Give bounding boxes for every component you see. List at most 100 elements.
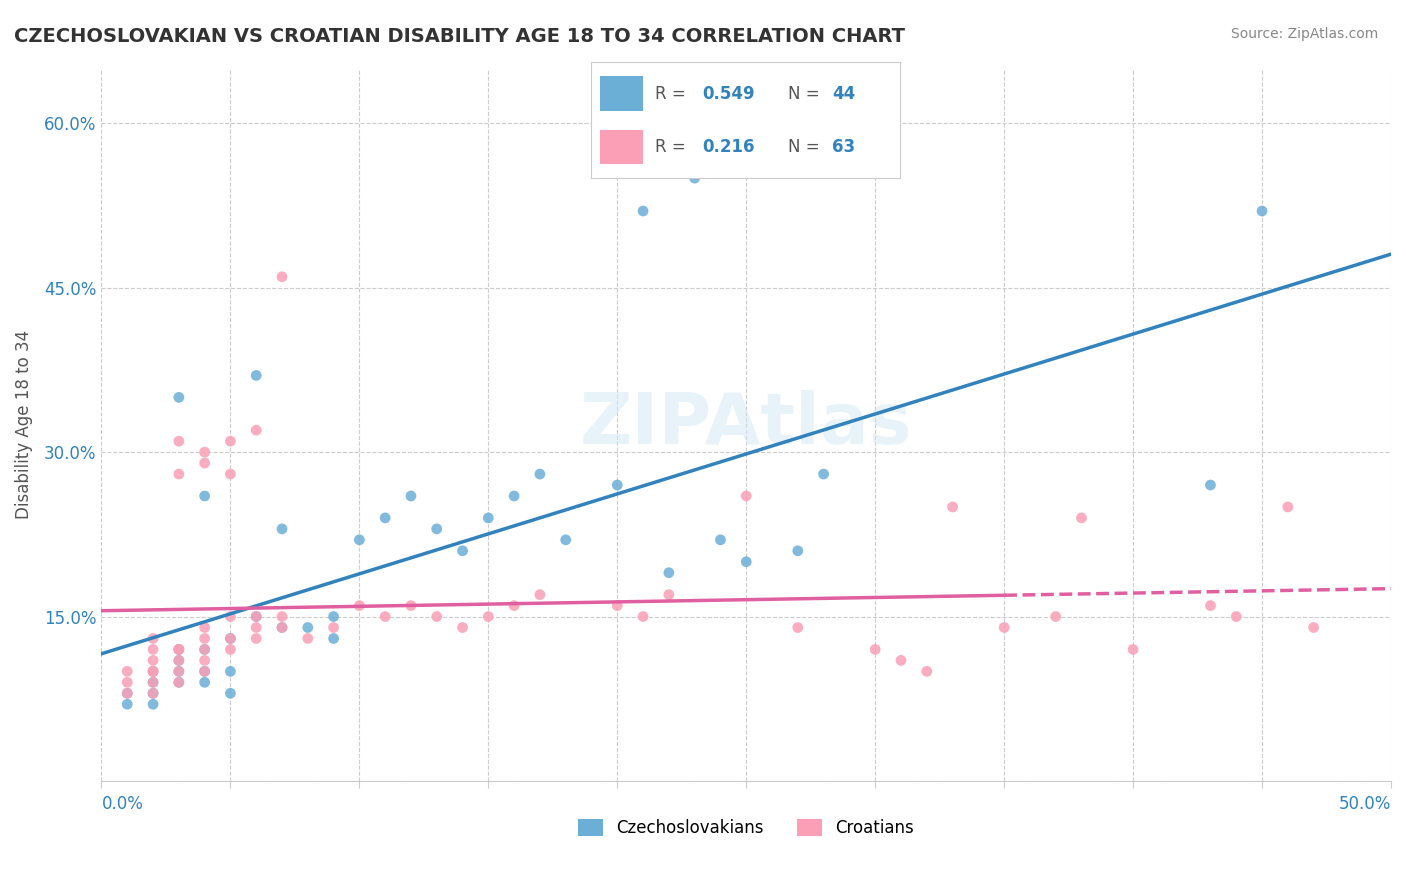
Point bbox=[426, 609, 449, 624]
Point bbox=[631, 609, 654, 624]
Point bbox=[709, 533, 731, 547]
Point bbox=[735, 489, 758, 503]
Point bbox=[219, 665, 242, 679]
Point bbox=[658, 566, 681, 580]
Text: CZECHOSLOVAKIAN VS CROATIAN DISABILITY AGE 18 TO 34 CORRELATION CHART: CZECHOSLOVAKIAN VS CROATIAN DISABILITY A… bbox=[14, 27, 905, 45]
Text: 44: 44 bbox=[832, 85, 855, 103]
Point bbox=[142, 642, 165, 657]
Point bbox=[915, 665, 938, 679]
Text: Source: ZipAtlas.com: Source: ZipAtlas.com bbox=[1230, 27, 1378, 41]
Point bbox=[167, 665, 190, 679]
Point bbox=[219, 686, 242, 700]
Point bbox=[142, 675, 165, 690]
Point bbox=[194, 620, 217, 634]
Point bbox=[194, 642, 217, 657]
Point bbox=[322, 620, 344, 634]
Point bbox=[245, 423, 267, 437]
Point bbox=[167, 675, 190, 690]
Point bbox=[194, 675, 217, 690]
Point bbox=[245, 632, 267, 646]
Point bbox=[219, 609, 242, 624]
Point bbox=[194, 489, 217, 503]
Point bbox=[219, 434, 242, 449]
Point bbox=[890, 653, 912, 667]
Point bbox=[993, 620, 1015, 634]
Point bbox=[1302, 620, 1324, 634]
Point bbox=[219, 467, 242, 481]
Point bbox=[271, 620, 294, 634]
FancyBboxPatch shape bbox=[600, 129, 643, 164]
Point bbox=[297, 620, 319, 634]
Point bbox=[1122, 642, 1144, 657]
Point bbox=[941, 500, 963, 514]
Point bbox=[245, 620, 267, 634]
Text: 0.549: 0.549 bbox=[702, 85, 755, 103]
Point bbox=[142, 698, 165, 712]
Point bbox=[194, 445, 217, 459]
Point bbox=[271, 522, 294, 536]
Point bbox=[529, 588, 551, 602]
Text: R =: R = bbox=[655, 138, 686, 156]
Point bbox=[1199, 478, 1222, 492]
Point bbox=[219, 642, 242, 657]
Point bbox=[194, 456, 217, 470]
Point bbox=[503, 599, 526, 613]
Point bbox=[194, 632, 217, 646]
Point bbox=[167, 642, 190, 657]
Point bbox=[1045, 609, 1067, 624]
Point bbox=[142, 665, 165, 679]
Point bbox=[142, 675, 165, 690]
Point bbox=[219, 632, 242, 646]
Point bbox=[349, 533, 371, 547]
Point bbox=[1225, 609, 1247, 624]
Point bbox=[374, 511, 396, 525]
Point bbox=[786, 620, 808, 634]
Text: 50.0%: 50.0% bbox=[1339, 796, 1391, 814]
Text: 0.216: 0.216 bbox=[702, 138, 755, 156]
Text: 63: 63 bbox=[832, 138, 855, 156]
Point bbox=[142, 665, 165, 679]
Point bbox=[683, 171, 706, 186]
Point bbox=[117, 686, 139, 700]
Point bbox=[786, 543, 808, 558]
Point bbox=[658, 588, 681, 602]
Point bbox=[245, 368, 267, 383]
Point bbox=[167, 653, 190, 667]
Point bbox=[167, 675, 190, 690]
FancyBboxPatch shape bbox=[600, 77, 643, 112]
Point bbox=[477, 609, 499, 624]
Point bbox=[245, 609, 267, 624]
Point bbox=[142, 686, 165, 700]
Point bbox=[322, 609, 344, 624]
Point bbox=[142, 632, 165, 646]
Point bbox=[1277, 500, 1299, 514]
Point bbox=[399, 489, 422, 503]
Point bbox=[142, 653, 165, 667]
Point bbox=[167, 390, 190, 404]
Point bbox=[503, 489, 526, 503]
Point bbox=[426, 522, 449, 536]
Point bbox=[374, 609, 396, 624]
Text: 0.0%: 0.0% bbox=[101, 796, 143, 814]
Point bbox=[117, 665, 139, 679]
Point bbox=[167, 642, 190, 657]
Point bbox=[142, 686, 165, 700]
Point bbox=[631, 204, 654, 219]
Point bbox=[194, 665, 217, 679]
Point bbox=[735, 555, 758, 569]
Point bbox=[1251, 204, 1274, 219]
Point bbox=[451, 543, 474, 558]
Point bbox=[477, 511, 499, 525]
Point bbox=[813, 467, 835, 481]
Text: R =: R = bbox=[655, 85, 686, 103]
Point bbox=[142, 665, 165, 679]
Point bbox=[271, 269, 294, 284]
Text: N =: N = bbox=[789, 85, 820, 103]
Point bbox=[194, 653, 217, 667]
Text: N =: N = bbox=[789, 138, 820, 156]
Point bbox=[194, 642, 217, 657]
Point bbox=[451, 620, 474, 634]
Point bbox=[322, 632, 344, 646]
Point bbox=[554, 533, 576, 547]
Point bbox=[606, 478, 628, 492]
